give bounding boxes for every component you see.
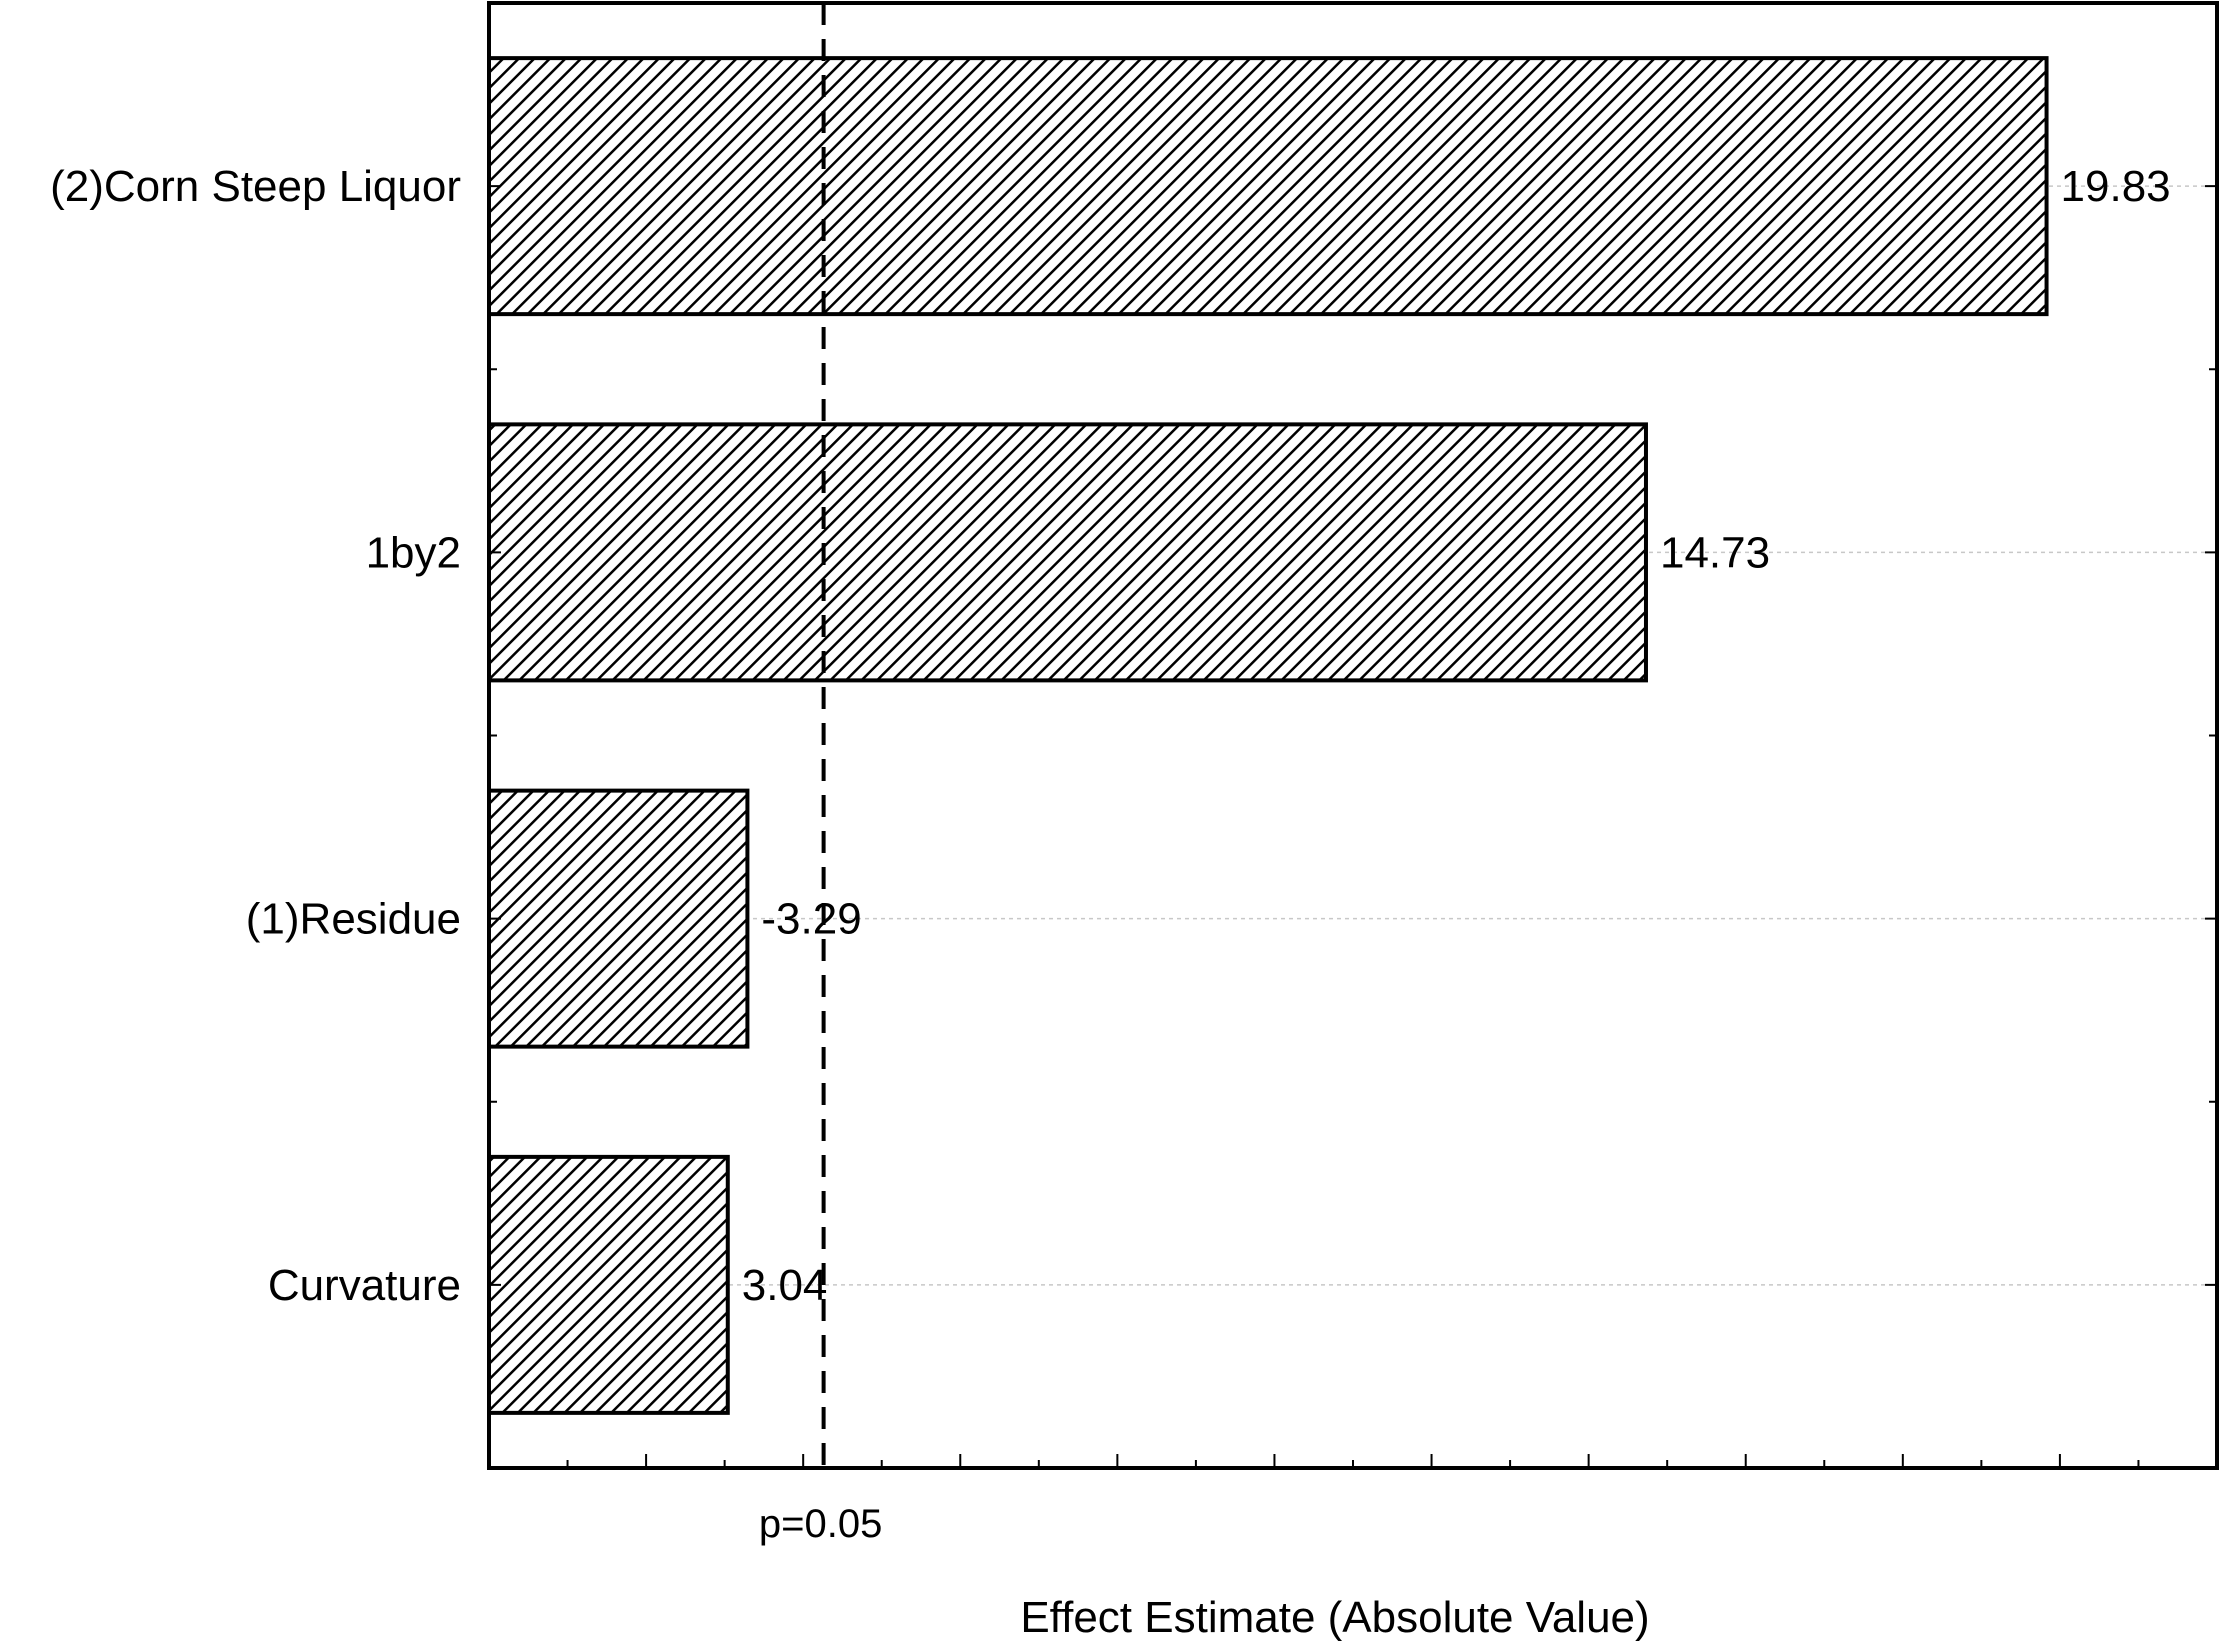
bar: [487, 788, 750, 1049]
value-label: -3.29: [761, 895, 861, 944]
value-label: 19.83: [2061, 162, 2171, 211]
bars-layer: [487, 56, 2049, 1415]
plot-frame: [487, 1, 2219, 1470]
bar: [487, 422, 1648, 683]
category-label: 1by2: [366, 528, 461, 577]
value-label: 14.73: [1660, 528, 1770, 577]
bar: [487, 56, 2049, 317]
x-axis-title: Effect Estimate (Absolute Value): [1020, 1593, 1649, 1642]
value-label: 3.04: [742, 1261, 828, 1310]
p-value-label: p=0.05: [759, 1502, 882, 1546]
labels-layer: (2)Corn Steep Liquor 19.83 1by2 14.73 (1)Res…: [50, 162, 2171, 1310]
bar: [487, 1154, 730, 1415]
category-label: (1)Residue: [246, 895, 461, 944]
category-label: (2)Corn Steep Liquor: [50, 162, 461, 211]
category-label: Curvature: [268, 1261, 461, 1310]
grid-layer: [489, 185, 2217, 1286]
